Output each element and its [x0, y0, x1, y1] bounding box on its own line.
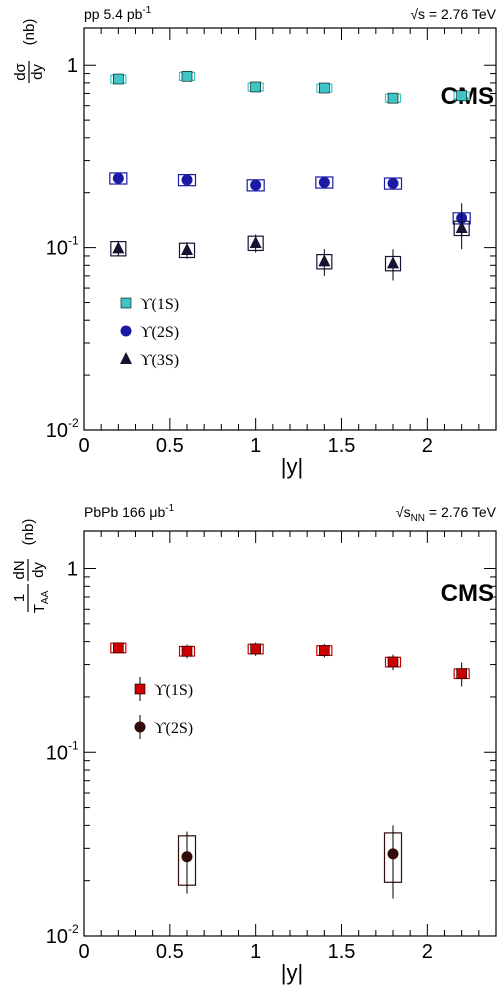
plot-frame	[83, 27, 497, 431]
data-point	[181, 645, 193, 657]
x-tick-label: 1	[250, 435, 261, 457]
header-left: pp 5.4 pb-1	[84, 5, 152, 22]
data-point	[249, 235, 262, 248]
y-tick-label: 10	[46, 238, 68, 260]
x-tick-label: 0.5	[156, 435, 184, 457]
data-point	[318, 254, 331, 267]
y-label-denominator: dy	[30, 562, 47, 578]
series-1	[110, 642, 470, 687]
data-point	[455, 221, 468, 234]
data-point	[250, 643, 261, 655]
legend-marker	[134, 721, 146, 733]
data-point	[181, 70, 193, 82]
data-point	[387, 656, 399, 668]
y-label-numerator: dσ	[12, 62, 29, 80]
x-tick-label: 1.5	[328, 941, 356, 963]
data-point	[250, 179, 262, 191]
data-point	[181, 174, 193, 186]
x-tick-label: 1.5	[328, 435, 356, 457]
y-label-frac-numerator: 1	[11, 594, 28, 602]
y-label-unit: (nb)	[20, 519, 37, 546]
data-point	[319, 645, 330, 656]
data-point	[318, 176, 330, 188]
x-tick-label: 0	[78, 435, 89, 457]
legend-label: ϒ(1S)	[140, 296, 179, 313]
data-point	[113, 73, 124, 85]
y-label-frac-denominator: TAA	[31, 590, 51, 613]
series-3	[110, 211, 470, 281]
y-label-numerator: dN	[11, 560, 28, 579]
legend-marker	[134, 683, 146, 695]
legend-marker	[120, 297, 132, 309]
legend-entry: ϒ(3S)	[120, 352, 179, 369]
x-tick-label: 1	[250, 941, 261, 963]
y-label-unit: (nb)	[21, 19, 38, 46]
x-tick-label: 0.5	[156, 941, 184, 963]
data-point	[112, 241, 125, 254]
y-tick-label: 10	[46, 926, 68, 948]
data-point	[387, 177, 399, 189]
cms-logo: CMS	[441, 83, 494, 110]
y-axis-label: 1 TAA dN dy (nb)	[11, 519, 51, 614]
x-tick-label: 0	[78, 941, 89, 963]
data-point	[387, 92, 399, 104]
legend-label: ϒ(2S)	[154, 720, 193, 737]
series-2	[109, 172, 471, 237]
plot-frame	[83, 530, 497, 937]
panel-pbpb: PbPb 166 μb-1 √sNN = 2.76 TeV CMS 1 TAA …	[11, 503, 497, 985]
data-point	[456, 90, 467, 102]
legend-label: ϒ(2S)	[140, 324, 179, 341]
data-point	[250, 81, 261, 93]
legend-entry: ϒ(2S)	[120, 324, 179, 341]
x-tick-label: 2	[422, 435, 433, 457]
data-point	[387, 848, 399, 860]
legend-label: ϒ(3S)	[140, 352, 179, 369]
x-axis-label: |y|	[281, 960, 303, 985]
y-label-denominator: dy	[29, 64, 46, 80]
series-1	[110, 70, 470, 104]
legend-marker	[120, 325, 132, 337]
y-axis-label: dσ dy (nb)	[12, 19, 46, 83]
header-right: √sNN = 2.76 TeV	[396, 504, 497, 524]
x-axis-label: |y|	[281, 454, 303, 479]
series-2	[177, 825, 403, 899]
legend-entry: ϒ(1S)	[134, 677, 193, 701]
data-point	[112, 172, 124, 184]
data-point	[387, 256, 399, 269]
cms-logo: CMS	[441, 580, 494, 607]
data-point	[181, 851, 193, 863]
y-tick-exponent: -2	[68, 416, 79, 430]
y-tick-exponent: -1	[68, 738, 79, 752]
y-tick-label: 1	[67, 559, 78, 581]
legend-entry: ϒ(1S)	[120, 296, 179, 313]
panel-pp: pp 5.4 pb-1 √s = 2.76 TeV CMS dσ dy (nb)…	[12, 5, 497, 479]
data-point	[113, 642, 124, 654]
header-left: PbPb 166 μb-1	[84, 503, 175, 520]
y-tick-label: 10	[46, 420, 68, 442]
data-point	[319, 82, 330, 94]
legend-label: ϒ(1S)	[154, 682, 193, 699]
data-point	[456, 668, 467, 679]
x-tick-label: 2	[422, 941, 433, 963]
data-point	[181, 243, 193, 256]
header-right: √s = 2.76 TeV	[410, 6, 496, 22]
y-tick-label: 1	[67, 55, 78, 77]
y-tick-exponent: -2	[68, 922, 79, 936]
legend-marker	[120, 352, 132, 364]
legend-entry: ϒ(2S)	[134, 715, 193, 739]
y-tick-label: 10	[46, 742, 68, 764]
y-tick-exponent: -1	[68, 234, 79, 248]
